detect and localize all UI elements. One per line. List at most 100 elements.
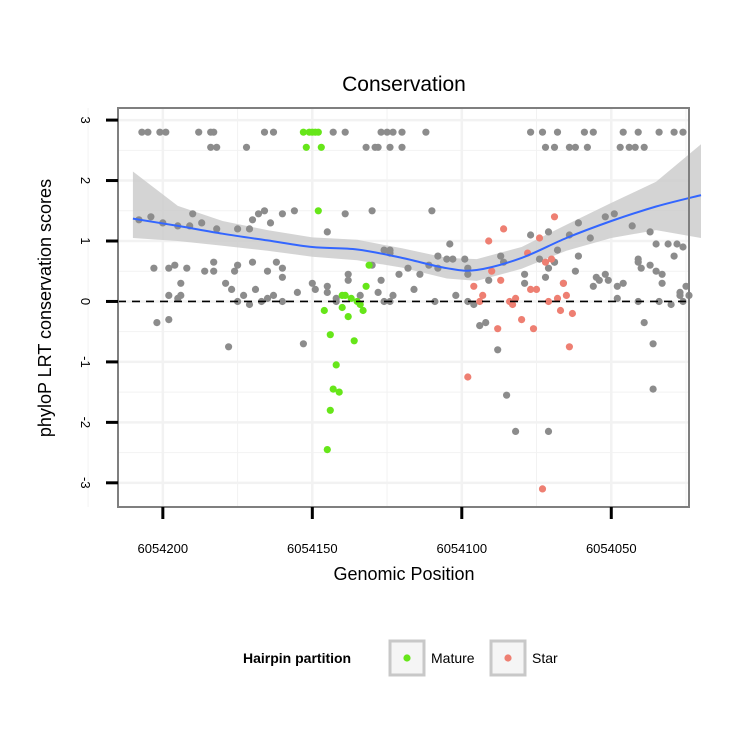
data-point-mature: [329, 385, 337, 393]
data-point-mature: [326, 331, 334, 339]
data-point-other: [652, 240, 660, 248]
data-point-other: [655, 297, 663, 306]
data-point-other: [210, 267, 218, 275]
x-tick-label: 6054100: [436, 541, 487, 556]
data-point-star: [553, 294, 562, 302]
data-point-other: [245, 300, 254, 309]
y-tick-label: -2: [78, 417, 93, 429]
data-point-other: [153, 319, 161, 327]
data-point-other: [150, 264, 158, 272]
data-point-other: [541, 143, 550, 151]
data-point-other: [323, 228, 331, 236]
y-tick-label: 0: [78, 298, 93, 305]
legend-marker: [403, 654, 411, 662]
data-point-other: [586, 234, 594, 242]
data-point-other: [222, 279, 230, 287]
data-point-other: [574, 252, 583, 260]
data-point-other: [234, 225, 242, 233]
legend-entries: Mature Star: [388, 639, 558, 677]
data-point-other: [269, 128, 278, 136]
data-point-mature: [338, 303, 346, 312]
data-point-star: [532, 285, 541, 293]
data-point-other: [356, 291, 364, 299]
data-point-other: [308, 279, 316, 287]
data-point-star: [535, 234, 544, 242]
data-point-other: [613, 294, 621, 302]
data-point-other: [278, 210, 286, 218]
data-point-other: [207, 143, 215, 151]
data-point-mature: [320, 306, 328, 315]
data-point-star: [464, 373, 472, 381]
legend-marker: [504, 654, 512, 662]
data-point-other: [580, 128, 589, 136]
data-point-other: [177, 279, 185, 287]
data-point-other: [234, 261, 242, 269]
data-point-other: [156, 128, 164, 136]
data-point-other: [431, 297, 439, 306]
smooth-line-layer: [132, 194, 702, 272]
data-point-other: [245, 225, 254, 233]
y-tick-label: 3: [78, 116, 93, 123]
data-point-other: [649, 340, 657, 348]
data-point-other: [604, 276, 612, 284]
data-point-other: [649, 385, 657, 393]
data-point-other: [389, 291, 397, 299]
data-point-other: [634, 128, 642, 136]
data-point-star: [544, 297, 553, 306]
data-point-other: [272, 258, 280, 266]
data-point-star: [527, 285, 535, 293]
data-point-star: [479, 291, 487, 299]
axes: 6054200 6054150 6054100 6054050 -3 -2 -1 0 1 2 3: [78, 116, 637, 556]
data-point-other: [464, 297, 472, 306]
data-point-other: [213, 225, 221, 233]
x-tick-label: 6054150: [287, 541, 338, 556]
data-point-mature: [359, 306, 367, 315]
data-point-other: [631, 143, 639, 151]
y-axis-title: phyloP LRT conservation scores: [35, 179, 55, 437]
data-point-other: [147, 213, 155, 221]
data-point-other: [544, 264, 553, 272]
data-point-other: [550, 143, 559, 151]
data-point-mature: [332, 361, 340, 369]
data-point-other: [667, 300, 675, 309]
data-point-other: [386, 246, 394, 254]
data-point-other: [293, 288, 301, 296]
data-point-other: [652, 267, 660, 275]
data-point-other: [544, 427, 553, 435]
data-point-other: [260, 207, 269, 215]
data-point-mature: [344, 313, 352, 321]
data-point-other: [251, 285, 260, 293]
data-point-other: [254, 210, 263, 218]
data-point-other: [269, 291, 278, 299]
data-point-other: [658, 270, 666, 278]
data-point-other: [535, 255, 544, 263]
data-point-other: [290, 207, 298, 215]
data-point-other: [673, 240, 681, 248]
data-point-mature: [317, 143, 325, 151]
data-point-other: [341, 128, 349, 136]
data-point-other: [634, 255, 642, 263]
data-point-other: [482, 319, 490, 327]
data-point-other: [410, 285, 418, 293]
data-point-other: [511, 427, 520, 435]
data-point-other: [538, 128, 547, 136]
data-point-other: [323, 288, 331, 296]
data-point-other: [646, 261, 654, 269]
data-point-star: [485, 237, 493, 245]
data-point-other: [165, 316, 173, 324]
x-tick-label: 6054050: [586, 541, 637, 556]
data-point-star: [488, 267, 496, 275]
data-point-other: [583, 143, 592, 151]
data-point-other: [228, 285, 236, 293]
data-point-other: [571, 267, 580, 275]
data-point-other: [443, 255, 451, 263]
data-point-star: [518, 316, 526, 324]
data-point-other: [231, 267, 239, 275]
data-point-mature: [347, 294, 355, 302]
data-point-other: [299, 340, 307, 348]
legend-label: Mature: [431, 650, 475, 666]
legend-entry-mature: Mature: [388, 639, 475, 677]
data-point-other: [398, 143, 406, 151]
data-point-other: [655, 128, 663, 136]
